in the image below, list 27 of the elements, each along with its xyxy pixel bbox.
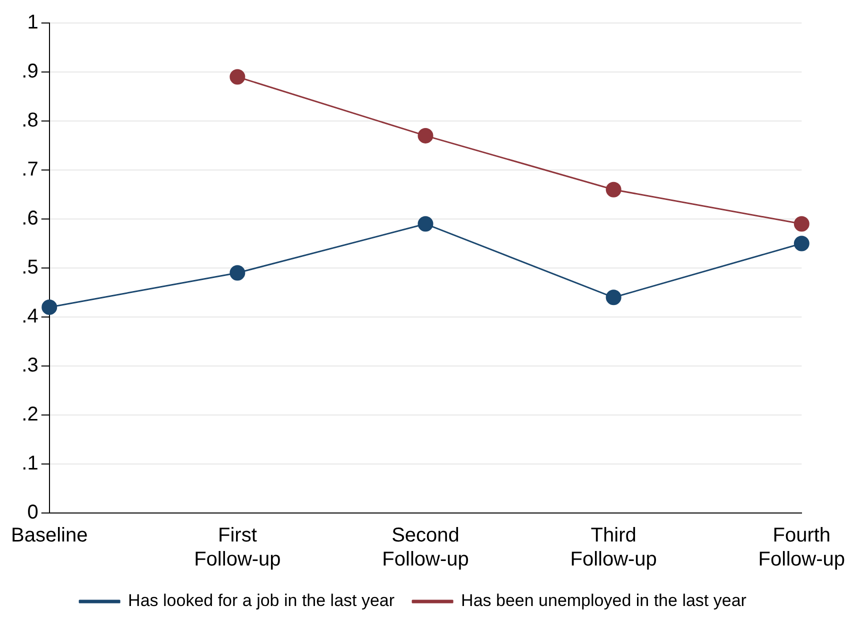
point <box>794 216 810 232</box>
point <box>606 290 622 306</box>
y-tick-label: .5 <box>22 256 38 279</box>
x-tick-label: Second Follow-up <box>382 524 469 571</box>
x-tick-label: Baseline <box>11 524 88 547</box>
legend-label: Has been unemployed in the last year <box>461 591 747 610</box>
y-tick-label: .8 <box>22 110 38 132</box>
y-tick-label: 1 <box>27 12 38 34</box>
x-tick-label: Fourth Follow-up <box>758 524 845 571</box>
legend-label: Has looked for a job in the last year <box>128 591 395 610</box>
y-tick-label: .1 <box>22 452 38 475</box>
point <box>230 69 246 85</box>
point <box>230 265 246 281</box>
x-tick-label: Third Follow-up <box>570 524 657 571</box>
y-tick-label: .9 <box>22 60 38 83</box>
x-tick-label: First Follow-up <box>194 524 281 571</box>
y-tick-label: .4 <box>22 306 38 328</box>
point <box>794 236 810 252</box>
y-tick-label: .6 <box>22 208 38 230</box>
y-tick-label: .3 <box>22 354 38 377</box>
y-tick-label: .7 <box>22 158 38 181</box>
point <box>606 182 622 198</box>
y-tick-label: 0 <box>27 502 38 524</box>
point <box>418 216 434 232</box>
point <box>42 299 58 315</box>
point <box>418 128 434 144</box>
y-tick-label: .2 <box>22 404 38 426</box>
